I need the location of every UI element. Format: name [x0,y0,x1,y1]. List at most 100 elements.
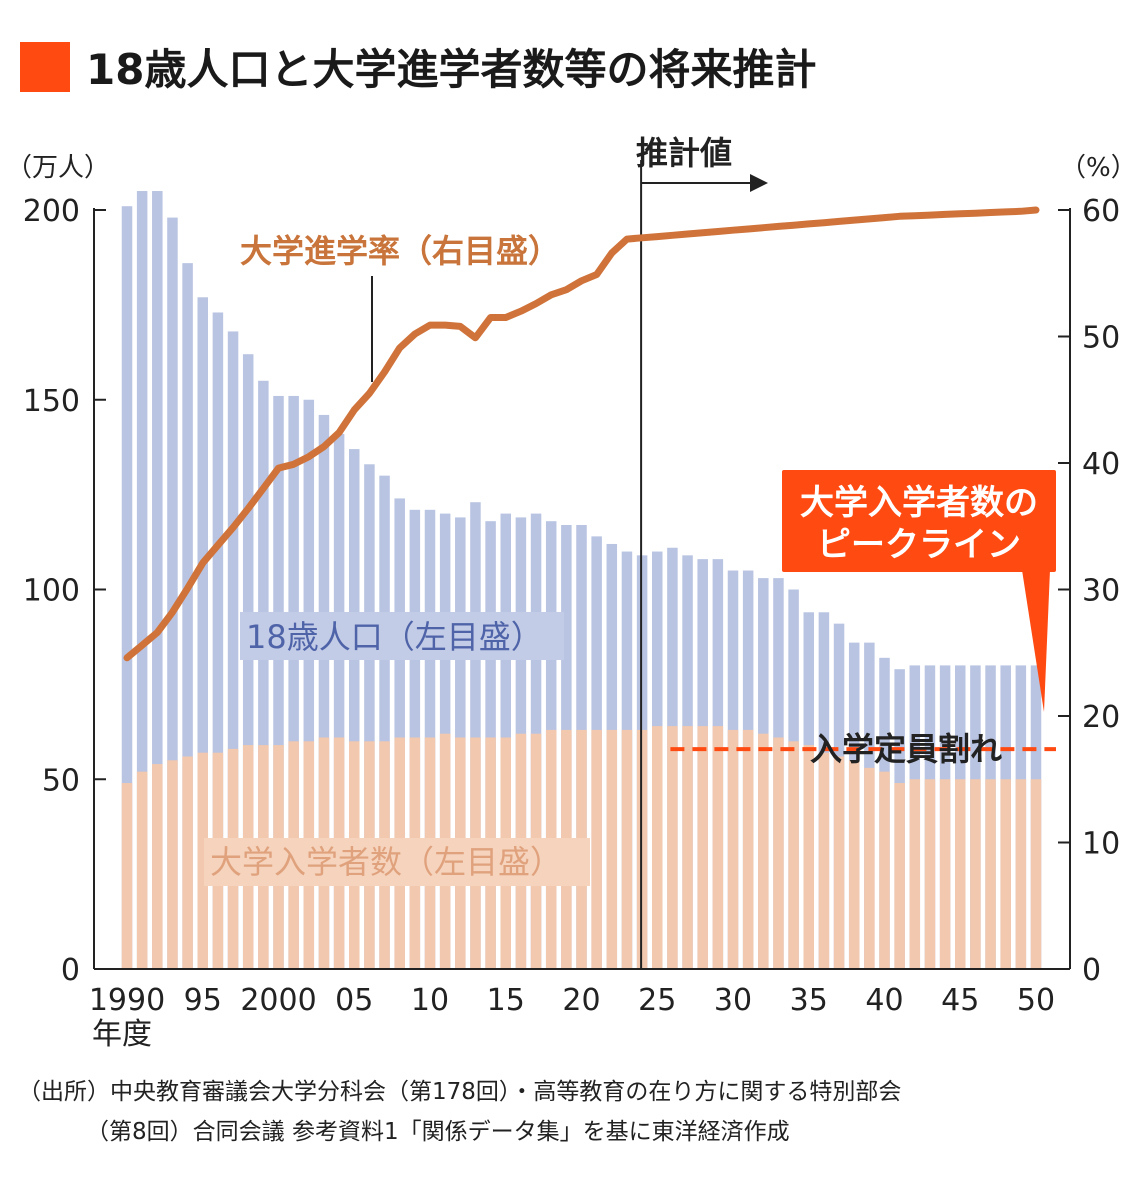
right-tick-label: 0 [1082,953,1101,988]
population-bar [394,498,405,969]
population-bar [470,502,481,969]
left-tick-label: 200 [23,194,80,229]
x-tick-label: 95 [184,983,222,1018]
x-tick-label: 2000 [240,983,316,1018]
left-axis-unit: （万人） [6,153,110,183]
population-bar [121,206,133,969]
enrollment-bar [121,783,133,969]
enrollment-bar [909,779,921,969]
x-tick-label: 20 [562,983,600,1018]
population-bar [242,354,254,970]
enrollment-bar [985,779,996,969]
left-tick-label: 100 [23,574,80,609]
population-bar [258,380,269,969]
peak-callout: 大学入学者数の ピークライン [782,470,1056,712]
population-bar [212,312,224,970]
enrollment-bar [652,726,663,969]
forecast-label: 推計値 [636,134,732,172]
population-bar [227,331,239,969]
x-tick-label: 25 [638,983,676,1018]
forecast-arrow-head [750,174,768,192]
left-tick-label: 50 [42,763,80,798]
chart-canvas: 18歳人口と大学進学者数等の将来推計 （万人） （%） 050100150200… [6,42,1137,1052]
x-axis-unit: 年度 [92,1017,152,1052]
enrollment-bar [197,752,208,969]
right-tick-label: 50 [1082,321,1120,356]
population-bar [167,217,178,970]
x-tick-label: 05 [335,983,373,1018]
enrollment-bar [606,729,618,969]
enrollment-bar [788,741,799,969]
enrollment-bar [955,779,966,969]
enrollment-series-label: 大学入学者数（左目盛） [210,843,562,881]
enrollment-bar [939,779,951,969]
left-tick-label: 0 [61,953,80,988]
population-bar [318,414,330,969]
enrollment-bar [879,771,890,969]
x-tick-label: 45 [941,983,979,1018]
population-bar [349,449,360,970]
peak-line-label: 入学定員割れ [810,730,1002,768]
population-bar [288,395,299,970]
enrollment-bar [894,783,905,969]
title-marker [20,42,70,92]
rate-series-label: 大学進学率（右目盛） [240,232,560,270]
x-tick-label: 30 [714,983,752,1018]
right-axis-unit: （%） [1060,153,1137,183]
right-tick-label: 60 [1082,194,1120,229]
x-tick-label: 15 [487,983,525,1018]
left-axis-ticks: 0 50 100 150 200 [23,194,106,988]
rate-polyline [123,206,1040,662]
population-bar [273,395,284,970]
x-axis-ticks: 1990 95 2000 05 10 15 20 25 30 35 40 45 50 [89,983,1055,1018]
population-bar [182,263,193,969]
population-series-label: 18歳人口（左目盛） [246,618,543,656]
callout-line2: ピークライン [817,525,1021,565]
enrollment-bar [803,745,814,969]
right-axis-ticks: 0 10 20 30 40 50 60 [1058,194,1120,988]
right-tick-label: 20 [1082,700,1120,735]
enrollment-bar [1000,779,1011,969]
enrollment-bar [727,729,739,969]
rate-line [123,206,1040,662]
right-tick-label: 10 [1082,827,1120,862]
left-tick-label: 150 [23,384,80,419]
enrollment-bar [621,729,633,969]
enrollment-bar [667,726,678,969]
enrollment-bar [758,733,769,969]
x-tick-label: 1990 [89,983,165,1018]
x-tick-label: 40 [865,983,903,1018]
source-note-line1: （出所）中央教育審議会大学分科会（第178回）・高等教育の在り方に関する特別部会 [18,1079,902,1105]
enrollment-bar [924,779,936,969]
enrollment-bar [167,760,178,969]
x-tick-label: 10 [411,983,449,1018]
enrollment-bar [591,729,602,969]
enrollment-label-bg [204,838,590,886]
callout-line1: 大学入学者数の [800,483,1038,523]
population-bar [303,399,315,969]
population-bar [197,297,208,969]
population-bar [152,191,163,969]
enrollment-bar [136,771,148,969]
enrollment-bar [970,779,981,969]
forecast-marker [640,160,768,969]
enrollment-bar [742,729,754,969]
enrollment-bar [1030,779,1042,969]
callout-box [782,470,1056,572]
right-tick-label: 30 [1082,574,1120,609]
enrollment-bar [682,726,693,969]
population-bar [379,475,390,969]
population-bar [136,191,148,969]
enrollment-bar [833,756,845,969]
population-bar [333,433,345,969]
right-tick-label: 40 [1082,447,1120,482]
enrollment-bar [152,764,163,969]
chart-title: 18歳人口と大学進学者数等の将来推計 [86,45,816,94]
enrollment-bar [697,726,708,969]
source-note-line2: （第8回）合同会議 参考資料1「関係データ集」を基に東洋経済作成 [86,1119,790,1145]
enrollment-bar [773,737,784,969]
enrollment-bar [182,756,193,969]
enrollment-bar [848,760,860,969]
population-label-bg [240,612,564,660]
enrollment-bar [864,767,875,969]
